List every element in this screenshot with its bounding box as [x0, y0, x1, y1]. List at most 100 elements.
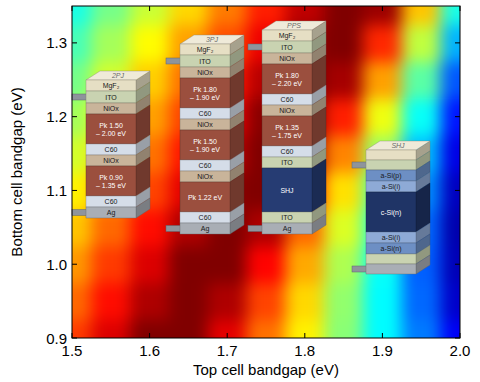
- layer-front: [262, 41, 312, 53]
- layer-front: [180, 55, 230, 67]
- layer-label: C60: [199, 214, 212, 221]
- layer-front: [262, 212, 312, 223]
- layer-front: [366, 160, 416, 170]
- y-tick: [72, 116, 77, 117]
- cell: [324, 98, 363, 135]
- layer-front: [262, 146, 312, 157]
- layer-front: [180, 67, 230, 78]
- layer-top: [180, 35, 244, 44]
- layer-label: SHJ: [280, 187, 293, 194]
- layer-front: [262, 157, 312, 168]
- layer-label: NiOx: [197, 121, 213, 128]
- x-tick-label: 1.6: [139, 342, 160, 359]
- layer-label: NiOx: [103, 105, 119, 112]
- layer-label: MgF₂: [279, 32, 296, 40]
- x-tick: [460, 333, 461, 338]
- y-tick: [455, 116, 460, 117]
- layer-label-line: – 1.75 eV: [272, 132, 302, 139]
- x-tick: [304, 6, 305, 11]
- layer-label: NiOx: [197, 69, 213, 76]
- layer-top: [86, 71, 150, 80]
- cell: [441, 283, 460, 320]
- cell: [169, 6, 208, 25]
- cell: [441, 98, 460, 135]
- x-tick: [149, 333, 150, 338]
- device-stacks: MgF₂ITONiOxPk 1.50– 2.00 eVC60NiOxPk 0.9…: [72, 21, 430, 274]
- cell: [247, 283, 286, 320]
- y-tick: [72, 42, 77, 43]
- stack-label: PPS: [287, 22, 301, 29]
- layer-front: [366, 264, 416, 274]
- cell: [324, 24, 363, 61]
- layer-label-line: – 2.00 eV: [96, 130, 126, 137]
- layer-front: [262, 168, 312, 212]
- cell: [363, 61, 402, 98]
- layer-front: [86, 207, 136, 218]
- cell: [324, 61, 363, 98]
- cell: [72, 320, 92, 338]
- x-tick: [460, 6, 461, 11]
- layer-label: ITO: [281, 159, 293, 166]
- layer-label-line: – 2.20 eV: [272, 80, 302, 87]
- layer-front: [262, 116, 312, 146]
- layer-front: [180, 78, 230, 108]
- cells: [72, 6, 460, 338]
- cell: [285, 283, 324, 320]
- cell: [402, 24, 441, 61]
- cell: [324, 283, 363, 320]
- layer-front: [262, 64, 312, 94]
- y-tick: [72, 264, 77, 265]
- device-stack: MgF₂ITONiOxPk 1.80– 1.90 eVC60NiOxPk 1.5…: [166, 35, 244, 234]
- layer-label: Pk 1.50– 1.90 eV: [190, 138, 220, 153]
- layer-label: MgF₂: [103, 82, 120, 90]
- cell: [402, 320, 441, 338]
- layer-side: [136, 198, 150, 218]
- y-tick: [455, 42, 460, 43]
- cell: [72, 6, 92, 25]
- stack-label: SHJ: [391, 142, 405, 149]
- y-axis-title: Bottom cell bandgap (eV): [8, 87, 25, 256]
- layer-side: [230, 214, 244, 234]
- y-tick-label: 0.9: [46, 330, 67, 347]
- cell: [441, 246, 460, 283]
- y-tick-label: 1.2: [46, 108, 67, 125]
- y-tick: [72, 190, 77, 191]
- layer-front: [180, 130, 230, 160]
- layer-label: NiOx: [279, 55, 295, 62]
- x-tick-label: 1.7: [217, 342, 238, 359]
- layer-label: c-Si(n): [381, 209, 402, 217]
- layer-front: [366, 232, 416, 243]
- cell: [402, 61, 441, 98]
- x-tick: [227, 333, 228, 338]
- layer-label: C60: [105, 198, 118, 205]
- y-tick-label: 1.0: [46, 256, 67, 273]
- x-tick-label: 1.8: [294, 342, 315, 359]
- layer-front: [366, 192, 416, 232]
- cell: [441, 320, 460, 338]
- layer-label: ITO: [105, 94, 117, 101]
- layer-front: [86, 114, 136, 144]
- x-axis-title: Top cell bandgap (eV): [193, 361, 339, 378]
- cell: [324, 209, 363, 246]
- cell: [441, 6, 460, 25]
- x-tick: [149, 6, 150, 11]
- plot-frame: [72, 6, 460, 338]
- layer-label-line: Pk 1.50: [193, 138, 217, 145]
- cell: [324, 6, 363, 25]
- cell: [441, 61, 460, 98]
- layer-label-line: – 1.90 eV: [190, 94, 220, 101]
- cell: [208, 246, 247, 283]
- layer-front: [366, 181, 416, 192]
- layer-front: [86, 166, 136, 196]
- cell: [208, 283, 247, 320]
- cell: [91, 24, 130, 61]
- layer-label: Pk 1.50– 2.00 eV: [96, 122, 126, 137]
- layer-front: [180, 171, 230, 182]
- layer-label: a-Si(i): [382, 234, 401, 242]
- layer-label-line: Pk 1.80: [193, 86, 217, 93]
- layer-front: [180, 119, 230, 130]
- layer-label: C60: [105, 146, 118, 153]
- layer-front: [262, 30, 312, 41]
- layer-front: [366, 150, 416, 160]
- layer-label: C60: [199, 162, 212, 169]
